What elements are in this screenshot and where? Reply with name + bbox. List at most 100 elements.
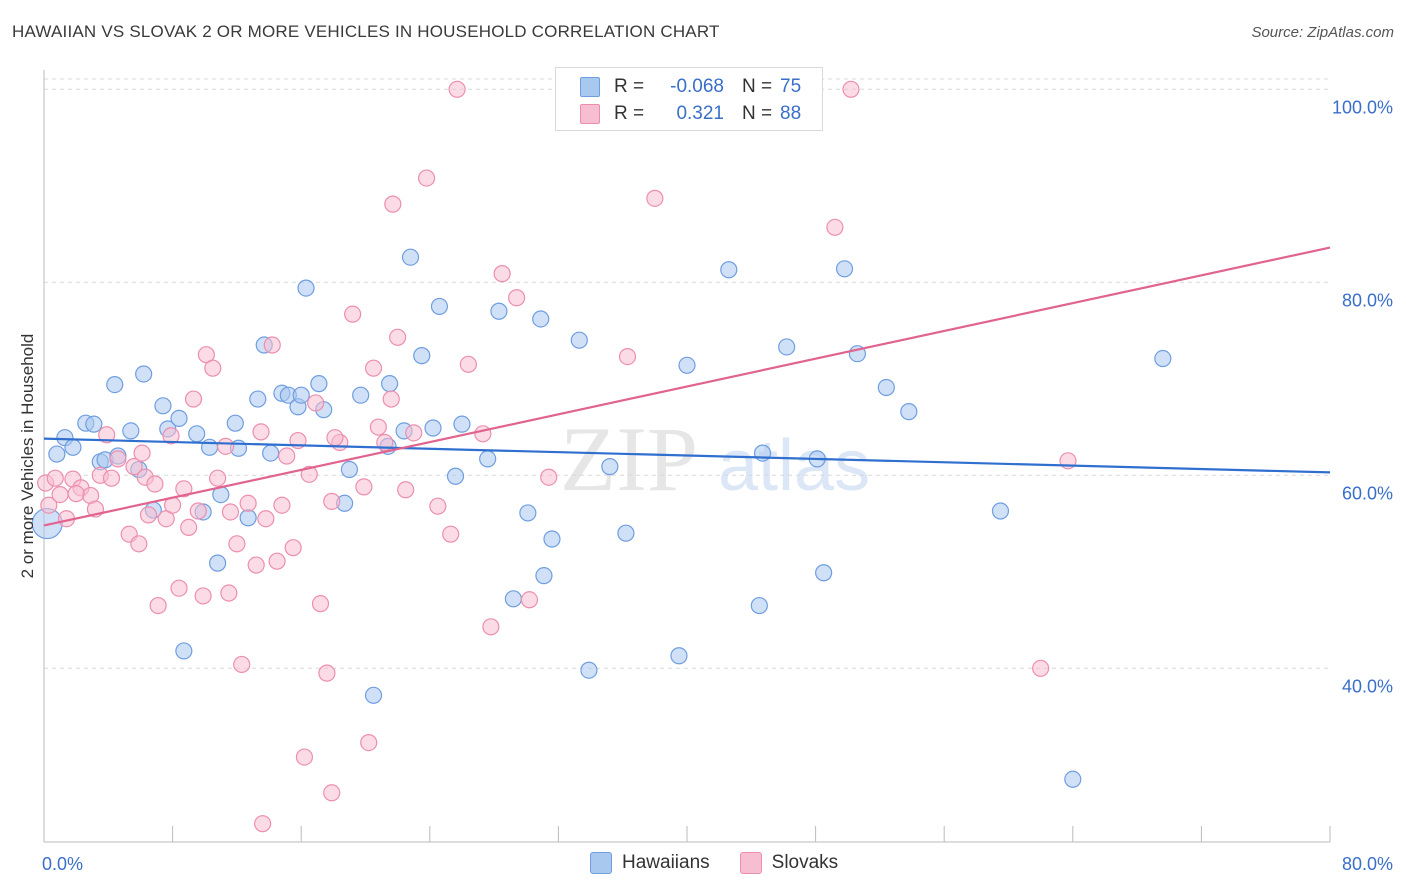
slovaks-point <box>295 748 314 766</box>
r-value: 0.321 <box>676 103 724 124</box>
axes <box>43 70 1331 843</box>
slovaks-point <box>284 539 302 557</box>
slovaks-point <box>397 481 415 499</box>
hawaiians-point <box>601 458 619 476</box>
hawaiians-point <box>1154 349 1172 368</box>
hawaiians-swatch <box>580 77 600 97</box>
slovaks-point <box>508 289 526 307</box>
hawaiians-point <box>226 414 244 432</box>
slovaks-point <box>194 587 212 605</box>
slovaks-point <box>228 535 246 553</box>
slovaks-point <box>442 525 460 543</box>
hawaiians-point <box>580 661 598 679</box>
slovaks-points <box>37 78 1077 833</box>
slovaks-point <box>382 390 400 408</box>
slovaks-point <box>278 447 296 465</box>
hawaiians-point <box>479 450 497 468</box>
hawaiians-point <box>877 378 895 397</box>
x-tick-label-end: 80.0% <box>1342 854 1393 874</box>
slovaks-point <box>273 496 291 514</box>
slovaks-point <box>417 169 436 187</box>
hawaiians-legend-swatch <box>590 852 612 874</box>
hawaiians-point <box>154 397 172 415</box>
hawaiians-point <box>424 419 442 437</box>
slovaks-point <box>247 556 265 574</box>
hawaiians-point <box>617 524 635 542</box>
hawaiians-point <box>570 331 588 349</box>
slovaks-point <box>389 328 407 346</box>
y-axis-label: 2 or more Vehicles in Household <box>18 334 37 579</box>
y-tick-label: 60.0% <box>1342 483 1393 503</box>
slovaks-point <box>102 469 121 487</box>
r-value: -0.068 <box>670 76 724 97</box>
slovaks-point <box>130 535 148 553</box>
hawaiians-point <box>170 409 188 427</box>
hawaiians-point <box>401 248 420 266</box>
slovaks-point <box>133 444 151 462</box>
trend-lines <box>43 246 1331 527</box>
slovaks-point <box>482 618 500 636</box>
hawaiians-point <box>519 504 537 522</box>
r-label: R = <box>614 76 645 97</box>
n-label: N = <box>742 103 773 124</box>
series-legend: Hawaiians Slovaks <box>590 852 868 874</box>
slovaks-point <box>180 518 198 537</box>
slovaks-point <box>252 423 270 441</box>
hawaiians-point <box>678 356 696 374</box>
slovaks-swatch <box>580 104 600 124</box>
watermark-zip: ZIP <box>560 408 698 510</box>
slovaks-point <box>520 591 539 609</box>
slovaks-point <box>474 425 492 443</box>
slovaks-point <box>842 80 860 98</box>
r-label: R = <box>614 103 645 124</box>
hawaiians-point <box>532 310 550 328</box>
slovaks-legend-label: Slovaks <box>771 852 839 873</box>
legend-item-slovaks[interactable]: Slovaks <box>739 852 839 874</box>
slovaks-point <box>184 390 203 408</box>
hawaiians-point <box>292 386 310 404</box>
hawaiians-point <box>239 509 257 527</box>
tick-labels: 40.0% 60.0% 80.0% 100.0% 0.0% 80.0% <box>42 97 1393 874</box>
y-tick-label: 100.0% <box>1332 97 1393 117</box>
hawaiians-point <box>364 686 383 704</box>
n-label: N = <box>742 76 773 97</box>
slovaks-point <box>98 426 116 444</box>
hawaiians-point <box>670 647 688 665</box>
hawaiians-point <box>430 297 449 316</box>
slovaks-point <box>307 394 325 412</box>
slovaks-point <box>217 437 235 455</box>
hawaiians-point <box>446 467 465 485</box>
slovaks-point <box>540 468 558 486</box>
hawaiians-point <box>778 338 796 356</box>
slovaks-point <box>263 336 281 354</box>
slovaks-point <box>221 503 240 521</box>
n-value: 75 <box>780 76 802 97</box>
slovaks-point <box>1032 659 1050 677</box>
hawaiians-point <box>352 386 370 404</box>
correlation-legend: R = -0.068 N = 75 R = 0.321 N = 88 <box>555 67 823 131</box>
slovaks-point <box>233 655 251 674</box>
hawaiians-point <box>340 460 359 479</box>
chart-title: HAWAIIAN VS SLOVAK 2 OR MORE VEHICLES IN… <box>12 22 720 41</box>
hawaiians-point <box>453 415 471 433</box>
slovaks-point <box>220 584 238 602</box>
slovaks-point <box>826 218 844 236</box>
legend-item-hawaiians[interactable]: Hawaiians <box>590 852 710 874</box>
slovaks-point <box>209 469 227 487</box>
hawaiians-point <box>1064 770 1082 788</box>
hawaiians-point <box>535 567 553 585</box>
slovaks-point <box>323 492 341 510</box>
hawaiians-point <box>249 390 267 408</box>
hawaiians-point <box>85 415 103 433</box>
hawaiians-legend-label: Hawaiians <box>622 852 710 873</box>
slovaks-point <box>405 424 423 442</box>
hawaiians-point <box>310 375 328 393</box>
slovaks-point <box>429 497 447 515</box>
slovaks-point <box>268 552 286 570</box>
hawaiians-point <box>188 425 206 443</box>
slovaks-point <box>46 469 64 487</box>
slovaks-trend-line <box>43 246 1331 527</box>
legend-row-slovaks: R = 0.321 N = 88 <box>580 101 801 127</box>
slovaks-point <box>493 265 511 283</box>
